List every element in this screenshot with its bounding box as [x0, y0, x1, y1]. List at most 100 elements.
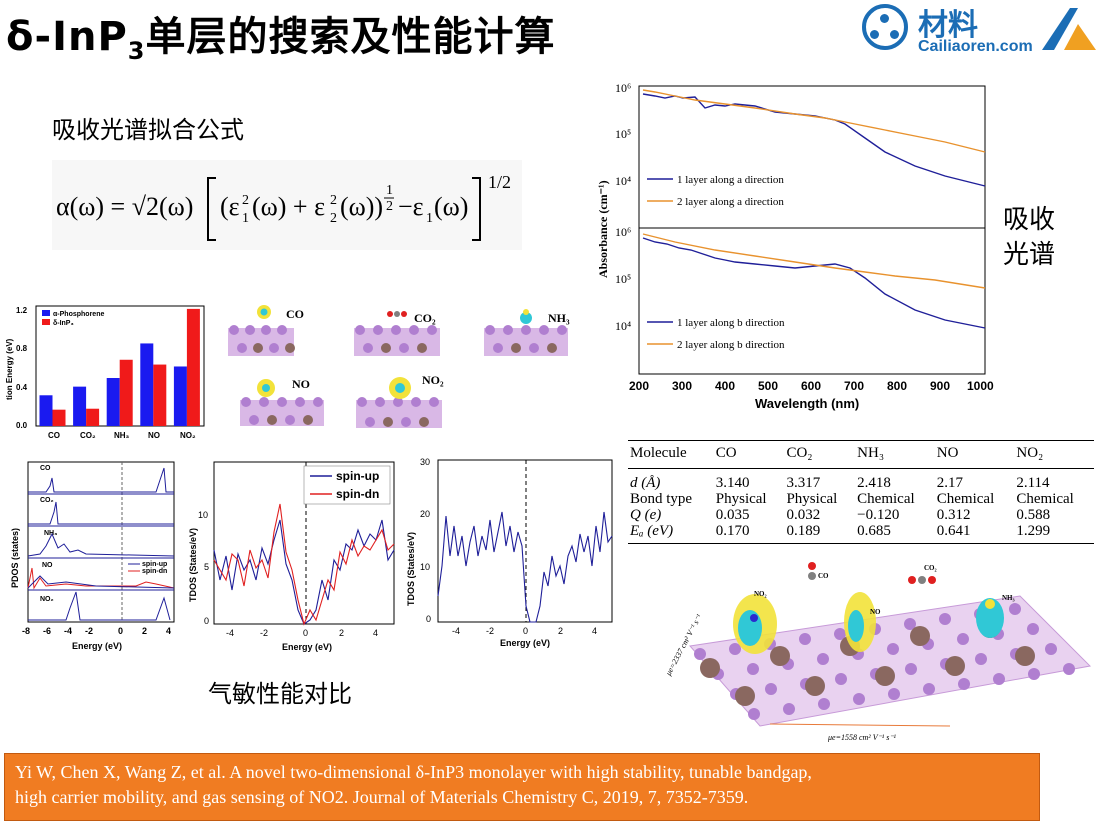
lattice-atom — [818, 698, 830, 710]
adsorbate-nh3 — [976, 598, 1004, 638]
pdos-legend-dn: spin-dn — [142, 568, 167, 575]
tdos1-legend-up: spin-up — [336, 469, 379, 483]
formula-label: 吸收光谱拟合公式 — [52, 116, 244, 144]
x-tick-200: 200 — [629, 379, 649, 393]
pdos-label-no: NO — [42, 562, 53, 569]
y-tick-a-3: 10⁴ — [615, 174, 631, 188]
site-logo[interactable]: 材料 Cailiaoren.com — [858, 0, 1100, 64]
table-row: Q (e) 0.035 0.032 −0.120 0.312 0.588 — [630, 507, 1051, 523]
y-tick-b-2: 10⁵ — [615, 272, 631, 286]
adsorption-energy-bar-chart: 0.0 0.4 0.8 1.2 CO CO₂ NH₃ NO NO₂ tion E… — [5, 305, 205, 440]
fig-label-no: NO — [870, 608, 881, 616]
bar-cat-3: NO — [148, 431, 160, 440]
absorbance-chart: 10⁶ 10⁵ 10⁴ 10⁶ 10⁵ 10⁴ 1 layer along a … — [596, 81, 994, 411]
table-row: Bond type Physical Physical Chemical Chemi… — [630, 491, 1074, 507]
svg-text:(ω): (ω) — [434, 192, 468, 221]
pdos-x-tick-0: -8 — [22, 626, 30, 636]
tdos2-x-tick-0: -4 — [452, 626, 460, 636]
bar-phosphorene-1 — [73, 386, 87, 426]
pdos-chart: CO CO₂ NH₃ NO NO₂ spin-up spin-dn -8 -6 … — [10, 461, 175, 651]
x-tick-700: 700 — [844, 379, 864, 393]
svg-text:2: 2 — [330, 211, 337, 226]
x-tick-500: 500 — [758, 379, 778, 393]
citation-box: Yi W, Chen X, Wang Z, et al. A novel two… — [4, 753, 1040, 821]
tdos1-x-tick-3: 2 — [339, 628, 344, 638]
tdos1-x-label: Energy (eV) — [282, 642, 332, 652]
x-tick-800: 800 — [887, 379, 907, 393]
bar-y-tick-0: 0.0 — [16, 421, 28, 430]
tdos2-x-label: Energy (eV) — [500, 638, 550, 648]
table-header: NO₂ — [1014, 440, 1094, 469]
bar-phosphorene-2 — [106, 378, 120, 426]
x-tick-400: 400 — [715, 379, 735, 393]
pdos-label-no2: NO₂ — [40, 596, 54, 603]
tdos1-y-tick-1: 5 — [204, 562, 209, 572]
y-tick-b-1: 10⁶ — [615, 225, 631, 239]
svg-text:1/2: 1/2 — [488, 172, 511, 192]
lattice-atom — [888, 688, 900, 700]
lattice-atom — [939, 613, 951, 625]
lattice-atom — [1063, 663, 1075, 675]
table-header: Molecule — [628, 440, 714, 469]
svg-text:1: 1 — [426, 211, 433, 226]
lattice-atom — [887, 643, 899, 655]
bar-inp3-0 — [52, 409, 66, 426]
bar-phosphorene-4 — [173, 366, 187, 426]
x-tick-900: 900 — [930, 379, 950, 393]
table-row: d (Å) 3.140 3.317 2.418 2.17 2.114 — [630, 475, 1050, 491]
table-row: Eₐ (eV) 0.170 0.189 0.685 0.641 1.299 — [628, 523, 1094, 544]
lattice-atom — [975, 653, 987, 665]
series-2layer-a — [642, 89, 986, 153]
lattice-atom — [765, 683, 777, 695]
pdos-legend-up: spin-up — [142, 561, 167, 568]
lattice-atom — [817, 653, 829, 665]
molecule-property-table: Molecule CO CO₂ NH₃ NO NO₂ d (Å) 3.140 3.… — [628, 440, 1094, 544]
bar-y-tick-2: 0.8 — [16, 344, 28, 353]
lattice-atom — [957, 633, 969, 645]
bar-inp3-3 — [153, 364, 167, 426]
svg-text:−ε: −ε — [398, 192, 424, 221]
x-tick-1000: 1000 — [967, 379, 994, 393]
bar-y-label: tion Energy (eV) — [5, 338, 14, 400]
table-header: CO₂ — [784, 440, 856, 469]
tdos1-y-tick-0: 0 — [204, 616, 209, 626]
bar-cat-2: NH₃ — [114, 431, 130, 440]
lattice-atom — [799, 633, 811, 645]
adsorbate-co2 — [908, 576, 936, 584]
lattice-atom — [783, 703, 795, 715]
tdos-chart-2: 0 10 20 30 -4 -2 0 2 4 Energy (eV) TDOS … — [406, 457, 613, 648]
x-tick-300: 300 — [672, 379, 692, 393]
adsorbate-no2 — [733, 594, 777, 654]
lattice-atom — [923, 683, 935, 695]
tdos2-x-tick-4: 4 — [592, 626, 597, 636]
table-header: NH₃ — [855, 440, 935, 469]
svg-text:1: 1 — [242, 211, 249, 226]
lattice-atom — [1009, 603, 1021, 615]
tdos-chart-1: spin-up spin-dn 0 5 10 -4 -2 0 2 4 Energ… — [188, 461, 395, 652]
pdos-x-tick-5: 2 — [142, 626, 147, 636]
x-tick-600: 600 — [801, 379, 821, 393]
lattice-atom — [729, 643, 741, 655]
y-tick-a-1: 10⁶ — [615, 81, 631, 95]
lattice-atom — [1045, 643, 1057, 655]
label-no2: NO₂ — [422, 373, 444, 387]
legend-b-2: 2 layer along b direction — [677, 339, 785, 351]
pdos-x-tick-2: -4 — [64, 626, 72, 636]
lattice-atom — [1028, 668, 1040, 680]
bar-phosphorene-3 — [140, 343, 154, 426]
svg-text:(ω)): (ω)) — [340, 192, 383, 221]
citation-line-1: Yi W, Chen X, Wang Z, et al. A novel two… — [15, 762, 812, 782]
table-header: NO — [934, 440, 1015, 469]
y-axis-label: Absorbance (cm⁻¹) — [596, 180, 610, 278]
lattice-atom — [958, 678, 970, 690]
bar-inp3-2 — [119, 359, 133, 426]
tdos2-y-tick-1: 10 — [420, 562, 430, 572]
svg-text:2: 2 — [242, 193, 249, 208]
tdos1-x-tick-4: 4 — [373, 628, 378, 638]
lattice-atom — [853, 693, 865, 705]
lattice-atom — [904, 618, 916, 630]
structure-no: NO — [240, 377, 324, 426]
bar-cat-0: CO — [48, 431, 60, 440]
svg-text:(ω) + ε: (ω) + ε — [252, 192, 325, 221]
adsorbate-no — [844, 592, 876, 652]
